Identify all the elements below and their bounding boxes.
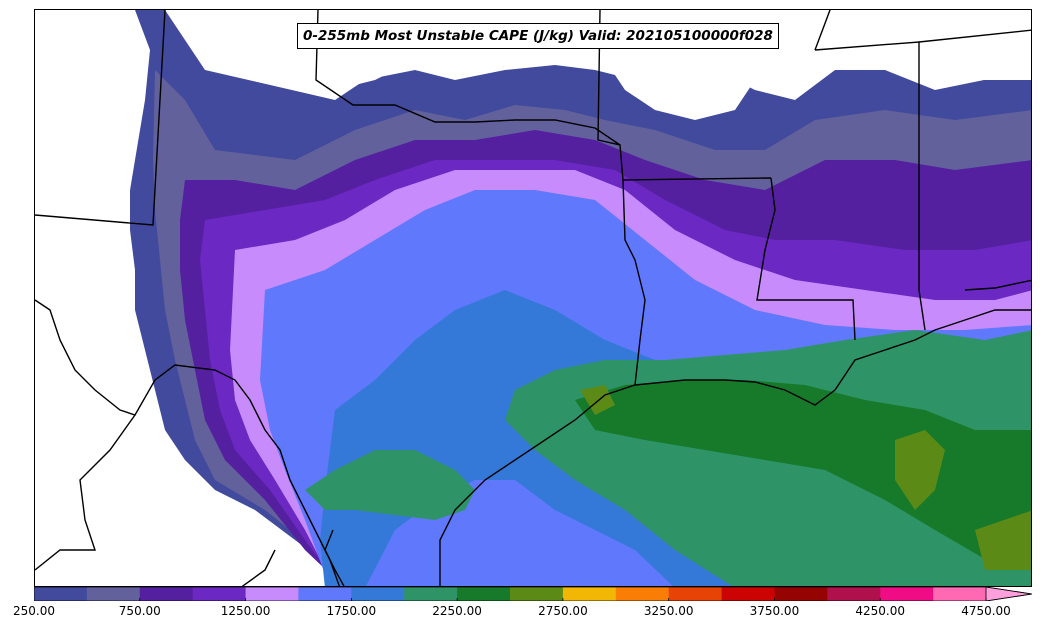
colorbar-labels: 250.00 750.00 1250.00 1750.00 2250.00 2750.00…: [0, 604, 1042, 624]
colorbar-tick-label: 750.00: [118, 604, 161, 618]
border-line: [814, 10, 831, 51]
colorbar-segment: [404, 587, 458, 601]
colorbar: [34, 587, 1032, 601]
colorbar-segment: [192, 587, 247, 601]
border-line: [35, 299, 341, 586]
border-line: [315, 10, 621, 146]
border-lines: [35, 10, 1031, 586]
coastline: [324, 309, 1031, 586]
no-cape-left: [35, 250, 283, 586]
colorbar-tick-label: 3750.00: [749, 604, 800, 618]
colorbar-segment: [721, 587, 775, 601]
colorbar-segment: [510, 587, 564, 601]
colorbar-outline: [34, 587, 1032, 601]
colorbar-segment: [34, 587, 88, 601]
colorbar-segment: [457, 587, 511, 601]
border-line: [35, 414, 136, 571]
colorbar-segment: [86, 587, 141, 601]
colorbar-tick-label: 250.00: [13, 604, 55, 618]
border-line: [241, 549, 276, 586]
cape-2500-patch-se: [975, 510, 1031, 570]
border-line: [918, 29, 1031, 43]
colorbar-segment: [245, 587, 299, 601]
colorbar-segment: [774, 587, 828, 601]
colorbar-segment: [139, 587, 194, 601]
cape-2000-texas-coast: [305, 450, 475, 520]
colorbar-segment: [933, 587, 987, 601]
colorbar-segment: [562, 587, 617, 601]
border-line: [597, 10, 772, 181]
colorbar-segment: [668, 587, 723, 601]
coastline-segment: [324, 529, 345, 586]
colorbar-tick-label: 4750.00: [961, 604, 1011, 618]
border-line: [35, 10, 166, 226]
colorbar-segment: [298, 587, 352, 601]
colorbar-segment: [351, 587, 405, 601]
colorbar-tick-label: 1250.00: [220, 604, 271, 618]
colorbar-tick-label: 2750.00: [538, 604, 588, 618]
border-line: [964, 279, 1031, 291]
colorbar-extend-arrow: [985, 587, 1032, 601]
border-line: [814, 41, 926, 331]
cape-2500-patch-east: [895, 430, 945, 510]
cape-map: [35, 10, 1031, 586]
coastline-segment: [439, 309, 1031, 586]
colorbar-tick-label: 4250.00: [855, 604, 905, 618]
no-cape-top-left: [35, 10, 150, 260]
cape-2250-region: [575, 380, 1031, 570]
colorbar-tick-label: 1750.00: [326, 604, 377, 618]
map-panel: 0-255mb Most Unstable CAPE (J/kg) Valid:…: [34, 9, 1032, 587]
cape-2500-patch-la: [580, 385, 615, 415]
colorbar-segment: [827, 587, 881, 601]
map-title: 0-255mb Most Unstable CAPE (J/kg) Valid:…: [297, 23, 779, 49]
border-line: [622, 179, 646, 386]
border-line: [756, 177, 856, 341]
colorbar-tick-label: 2250.00: [432, 604, 482, 618]
colorbar-segment: [615, 587, 670, 601]
colorbar-tick-label: 3250.00: [643, 604, 694, 618]
colorbar-segment: [880, 587, 934, 601]
